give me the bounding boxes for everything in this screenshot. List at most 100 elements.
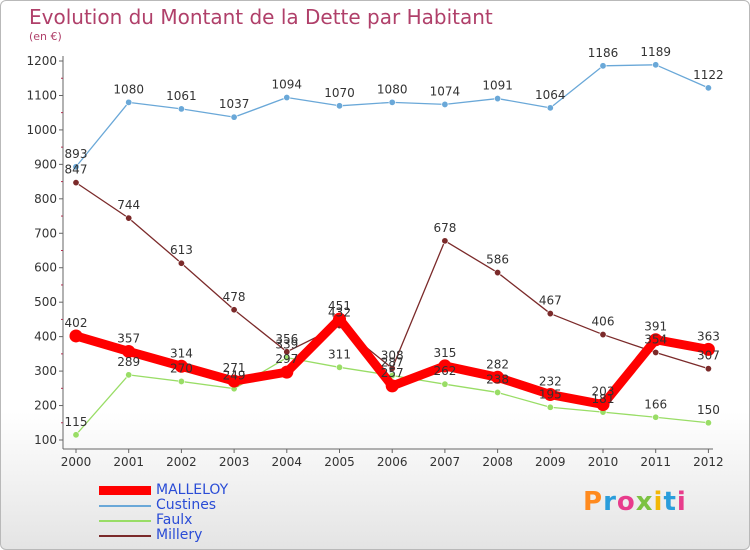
y-tick-label: 100 [34,433,57,447]
data-point-custines [704,84,712,92]
legend-label: Faulx [156,512,193,528]
data-point-custines [388,98,396,106]
data-point-malleloy [280,365,294,379]
data-point-millery [283,348,291,356]
data-label-millery: 613 [170,243,193,257]
data-point-custines [177,105,185,113]
data-point-custines [283,94,291,102]
x-tick-label: 2007 [430,455,461,469]
data-point-custines [652,61,660,69]
data-label-faulx: 166 [644,397,667,411]
logo-letter: i [653,487,664,517]
y-tick-label: 500 [34,295,57,309]
x-tick-label: 2002 [166,455,197,469]
data-label-malleloy: 402 [65,316,88,330]
data-point-malleloy [438,359,452,373]
data-point-malleloy [596,398,610,412]
data-label-custines: 1122 [693,68,724,82]
data-point-custines [441,100,449,108]
data-label-millery: 432 [328,306,351,320]
logo-letter: i [676,487,687,517]
legend-label: Custines [156,497,217,513]
data-point-malleloy [491,370,505,384]
data-point-custines [230,113,238,121]
data-label-millery: 678 [433,221,456,235]
data-label-malleloy: 297 [275,352,298,366]
data-label-millery: 307 [697,349,720,363]
data-label-malleloy: 232 [539,375,562,389]
data-label-faulx: 339 [275,338,298,352]
x-tick-label: 2004 [272,455,303,469]
data-label-millery: 586 [486,253,509,267]
data-label-malleloy: 357 [117,331,140,345]
data-point-malleloy [174,359,188,373]
data-point-faulx [125,371,133,379]
data-point-custines [125,98,133,106]
data-label-malleloy: 282 [486,357,509,371]
x-tick-label: 2001 [113,455,144,469]
unit-label: (en €) [29,30,62,43]
x-tick-label: 2012 [693,455,724,469]
y-tick-label: 700 [34,226,57,240]
data-point-faulx [441,380,449,388]
data-label-millery: 744 [117,198,140,212]
data-label-faulx: 195 [539,387,562,401]
data-label-malleloy: 363 [697,329,720,343]
data-point-millery [494,269,502,277]
data-label-millery: 356 [275,332,298,346]
data-label-custines: 1064 [535,88,566,102]
data-label-millery: 308 [381,348,404,362]
data-label-malleloy: 391 [644,320,667,334]
data-point-custines [335,102,343,110]
data-label-faulx: 311 [328,347,351,361]
data-point-millery [652,348,660,356]
data-point-faulx [494,388,502,396]
data-label-faulx: 115 [65,415,88,429]
data-point-faulx [546,403,554,411]
data-label-millery: 467 [539,294,562,308]
data-label-malleloy: 203 [592,385,615,399]
data-point-malleloy [227,374,241,388]
data-point-faulx [177,377,185,385]
data-point-millery [388,364,396,372]
proxiti-logo: Proxiti [583,487,687,517]
y-tick-label: 400 [34,330,57,344]
data-point-faulx [704,419,712,427]
x-tick-label: 2009 [535,455,566,469]
data-point-millery [704,365,712,373]
data-label-custines: 1186 [588,46,619,60]
legend-swatch [99,504,151,507]
data-point-millery [125,214,133,222]
legend-swatch [99,534,151,537]
data-label-malleloy: 314 [170,346,193,360]
data-label-malleloy: 315 [433,346,456,360]
data-label-faulx: 238 [486,372,509,386]
data-label-malleloy: 451 [328,299,351,313]
data-label-millery: 354 [644,332,667,346]
data-label-malleloy: 257 [381,366,404,380]
data-label-millery: 847 [65,163,88,177]
data-point-millery [72,179,80,187]
data-label-millery: 478 [223,290,246,304]
data-label-malleloy: 271 [223,361,246,375]
data-point-malleloy [122,344,136,358]
y-tick-label: 300 [34,364,57,378]
logo-letter: o [616,487,636,517]
data-label-faulx: 287 [381,356,404,370]
series-line-custines [75,64,710,168]
data-point-faulx [72,431,80,439]
y-tick-label: 200 [34,399,57,413]
y-tick-label: 900 [34,157,57,171]
data-point-millery [441,237,449,245]
data-label-custines: 1037 [219,97,250,111]
data-point-malleloy [701,342,715,356]
data-point-custines [72,163,80,171]
logo-letter: r [603,487,617,517]
logo-letter: t [663,487,677,517]
y-tick-label: 600 [34,261,57,275]
y-tick-label: 1200 [26,54,57,68]
x-tick-label: 2006 [377,455,408,469]
data-label-custines: 1070 [324,86,355,100]
data-point-millery [599,331,607,339]
